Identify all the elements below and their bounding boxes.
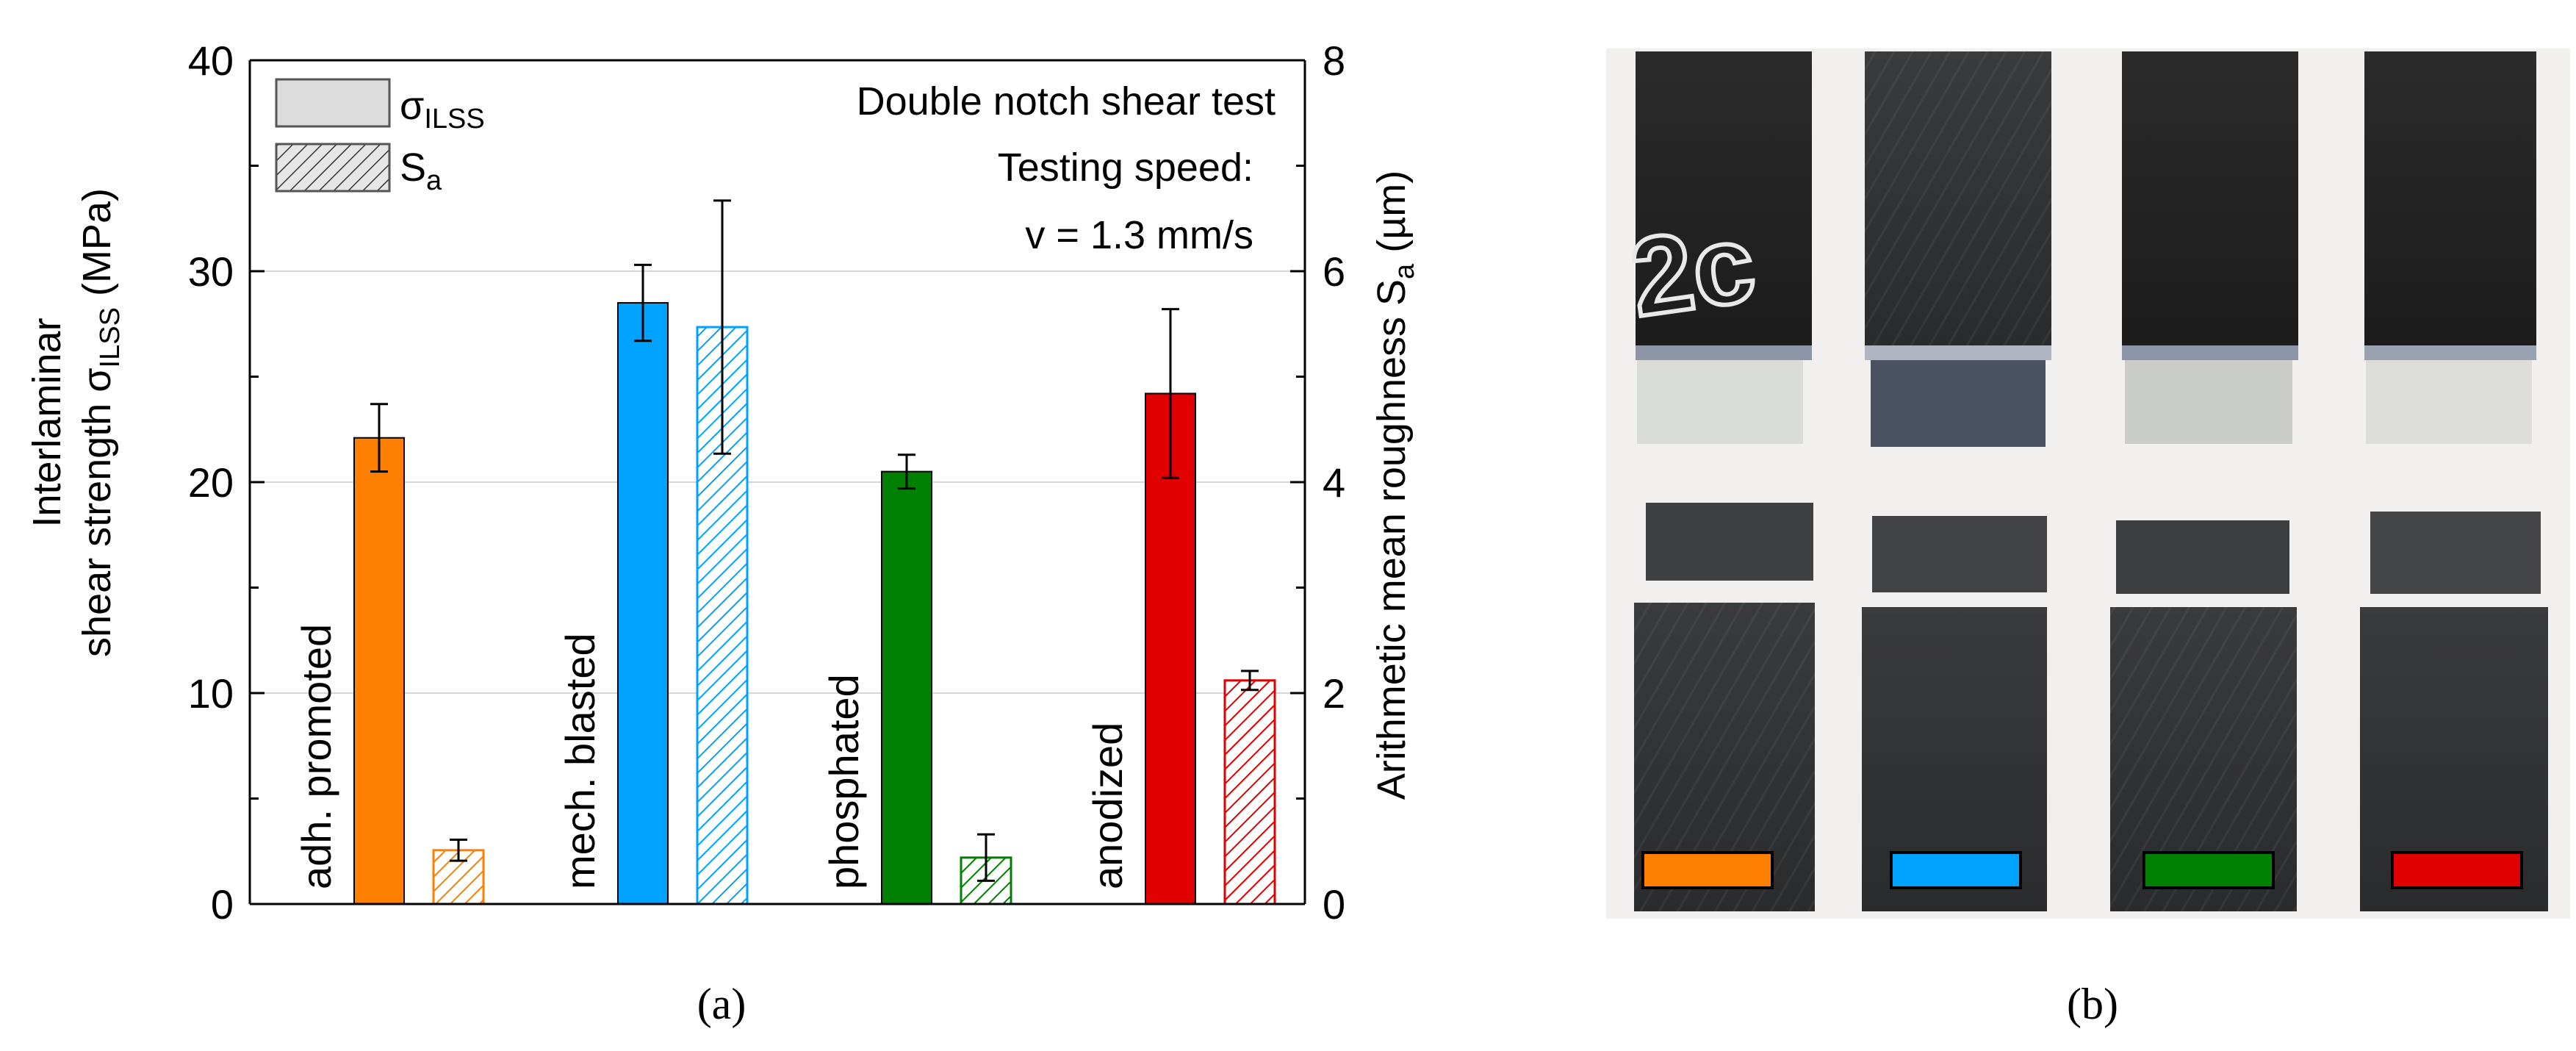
specimen-top-metal [1871, 360, 2046, 447]
category-label: anodized [1084, 722, 1131, 889]
specimen-weave [1865, 51, 2051, 345]
y-tick-label: 30 [188, 248, 234, 295]
legend-label-sigma: σILSS [400, 84, 485, 134]
caption-a: (a) [697, 980, 746, 1028]
y2-tick-label: 2 [1323, 670, 1345, 717]
specimen-top-notch [1865, 345, 2051, 360]
category-label: phosphated [821, 674, 867, 889]
specimen-top-notch [2122, 345, 2298, 360]
tick-labels: 0 10 20 30 40 0 2 4 6 8 [188, 37, 1345, 928]
specimen-bottom-tab [2370, 512, 2541, 594]
y2-tick-label: 0 [1323, 881, 1345, 928]
y-axis-label-line2: shear strength σILSS (MPa) [75, 188, 126, 657]
specimen-top-metal [2366, 360, 2532, 444]
caption-b: (b) [2067, 980, 2118, 1028]
bar-sa [1223, 679, 1276, 905]
specimen-top-notch [1636, 345, 1812, 360]
y2-tick-label: 8 [1323, 37, 1345, 84]
y-tick-label: 0 [211, 881, 234, 928]
photo-right-margin [2570, 49, 2576, 919]
category-label: adh. promoted [293, 624, 339, 889]
specimen-marking: 2c [1623, 201, 1762, 340]
legend-swatch-sigma [275, 78, 391, 128]
color-swatch [1641, 851, 1774, 889]
y-tick-label: 20 [188, 459, 234, 506]
specimen-bottom-tab [1872, 516, 2047, 592]
y-axis-label-line1: Interlaminar [25, 318, 69, 527]
specimen-top-cfrp [2364, 51, 2536, 345]
annotation-title: Double notch shear test [857, 79, 1276, 123]
specimen-top-cfrp [1636, 51, 1812, 345]
category-labels: adh. promoted mech. blasted phosphated anod… [293, 624, 1131, 889]
axes [248, 59, 1306, 905]
category-label: mech. blasted [557, 633, 603, 889]
specimen-bottom-tab [1646, 503, 1813, 581]
annotation-speed-label: Testing speed: [998, 146, 1253, 190]
legend-label-sa: Sa [400, 146, 442, 196]
legend-swatch-sa [275, 143, 391, 193]
annotation-speed-value: v = 1.3 mm/s [1025, 213, 1253, 257]
y-tick-label: 10 [188, 670, 234, 717]
color-swatch [2391, 851, 2523, 889]
y2-tick-label: 4 [1323, 459, 1345, 506]
y2-tick-label: 6 [1323, 248, 1345, 295]
bar-sigma-ilss [353, 437, 405, 905]
specimen-bottom-tab [2116, 520, 2289, 594]
specimen-top-metal [1637, 360, 1803, 444]
bar-sigma-ilss [881, 470, 932, 905]
specimen-top-cfrp [2122, 51, 2298, 345]
specimen-2 [1862, 51, 2051, 911]
photo-panel-b: 2c [1606, 49, 2576, 1028]
gridlines [250, 270, 1305, 694]
legend: σILSS Sa [275, 78, 485, 196]
error-bars [370, 199, 1259, 882]
color-swatch [1890, 851, 2022, 889]
chart-panel-a: 0 10 20 30 40 0 2 4 6 8 adh. promoted mech. blaste… [25, 37, 1420, 1028]
bars [353, 302, 1276, 905]
y2-axis-label: Arithmetic mean roughness Sa (µm) [1370, 171, 1420, 800]
specimen-top-notch [2364, 345, 2536, 360]
color-swatch [2143, 851, 2275, 889]
y-tick-label: 40 [188, 37, 234, 84]
color-swatches [1641, 851, 2523, 889]
specimen-top-metal [2125, 360, 2292, 444]
bar-sigma-ilss [617, 302, 669, 905]
